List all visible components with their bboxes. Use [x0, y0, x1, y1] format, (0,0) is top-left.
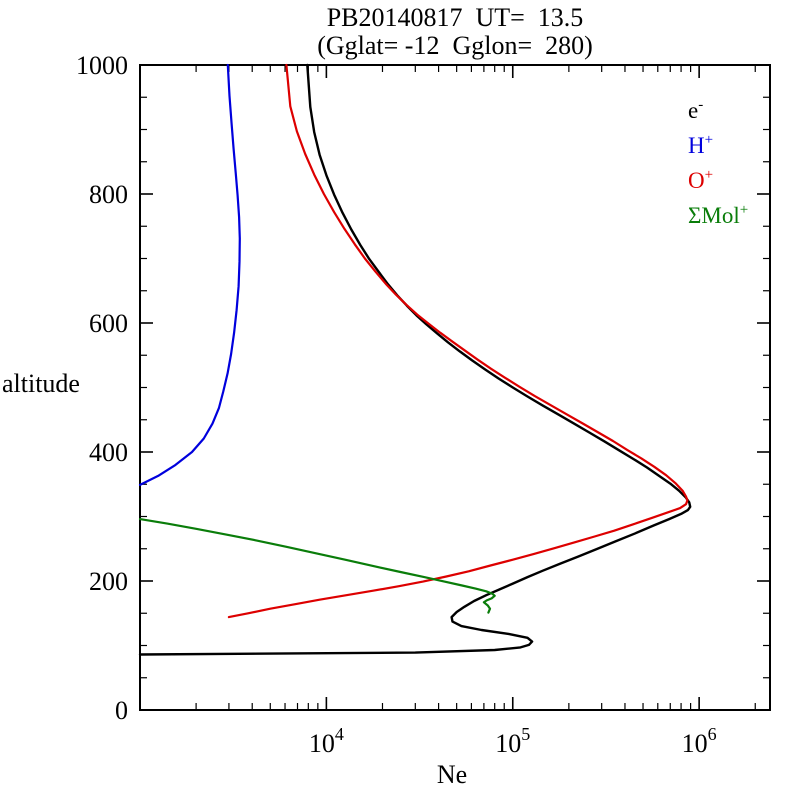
x-tick-labels: 104 105 106: [309, 724, 717, 758]
chart-subtitle: (Gglat= -12 Gglon= 280): [317, 31, 593, 60]
legend-label-H+: H+: [688, 132, 713, 158]
series-line-Mol+: [138, 518, 496, 614]
series-line-H+: [138, 63, 241, 486]
legend-label-O+: O+: [688, 167, 713, 193]
legend: e- H+ O+ ΣMol+: [688, 97, 748, 228]
legend-label-Mol+: ΣMol+: [688, 202, 748, 228]
y-tick-label: 1000: [76, 51, 128, 80]
x-axis-title: Ne: [437, 760, 467, 789]
x-tick-label: 105: [495, 724, 530, 758]
chart-title: PB20140817 UT= 13.5: [327, 3, 584, 32]
x-tick-label: 106: [682, 724, 717, 758]
y-tick-label: 0: [115, 696, 128, 725]
y-tick-label: 800: [89, 180, 128, 209]
x-tick-label: 104: [309, 724, 344, 758]
legend-label-e-: e-: [688, 97, 703, 123]
series-line-e-: [138, 63, 692, 656]
y-tick-labels: 0 200 400 600 800 1000: [76, 51, 128, 725]
series-line-O+: [227, 63, 689, 619]
series-lines: [138, 63, 692, 656]
y-tick-label: 400: [89, 438, 128, 467]
y-tick-label: 600: [89, 309, 128, 338]
y-tick-label: 200: [89, 567, 128, 596]
y-axis-title: altitude: [2, 369, 80, 398]
